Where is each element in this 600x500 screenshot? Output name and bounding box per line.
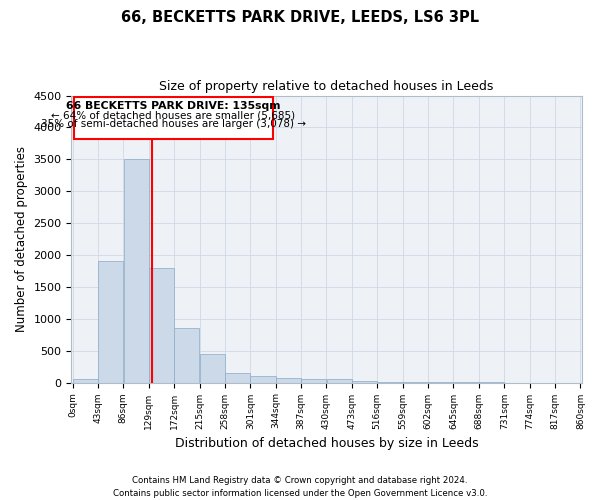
- Y-axis label: Number of detached properties: Number of detached properties: [15, 146, 28, 332]
- Bar: [124, 160, 149, 382]
- Text: ← 64% of detached houses are smaller (5,685): ← 64% of detached houses are smaller (5,…: [52, 110, 296, 120]
- Bar: [276, 378, 301, 382]
- X-axis label: Distribution of detached houses by size in Leeds: Distribution of detached houses by size …: [175, 437, 478, 450]
- Text: 66, BECKETTS PARK DRIVE, LEEDS, LS6 3PL: 66, BECKETTS PARK DRIVE, LEEDS, LS6 3PL: [121, 10, 479, 25]
- Bar: [352, 380, 377, 382]
- Bar: [73, 380, 98, 382]
- Text: 35% of semi-detached houses are larger (3,078) →: 35% of semi-detached houses are larger (…: [41, 120, 306, 130]
- Bar: [326, 380, 352, 382]
- Text: Contains HM Land Registry data © Crown copyright and database right 2024.
Contai: Contains HM Land Registry data © Crown c…: [113, 476, 487, 498]
- Bar: [301, 378, 326, 382]
- Title: Size of property relative to detached houses in Leeds: Size of property relative to detached ho…: [160, 80, 494, 93]
- Bar: [225, 373, 250, 382]
- Text: 66 BECKETTS PARK DRIVE: 135sqm: 66 BECKETTS PARK DRIVE: 135sqm: [67, 102, 281, 112]
- Bar: [149, 268, 174, 382]
- Bar: [250, 376, 275, 382]
- Bar: [200, 354, 225, 382]
- Bar: [174, 328, 199, 382]
- Bar: [98, 262, 123, 382]
- FancyBboxPatch shape: [74, 97, 274, 139]
